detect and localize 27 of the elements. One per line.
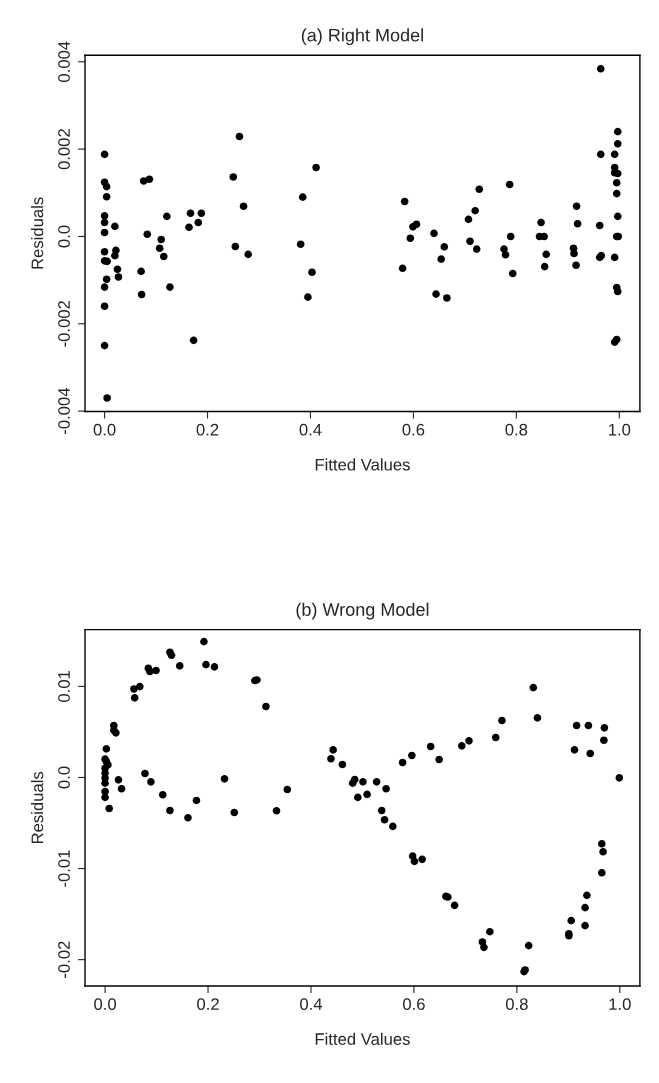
chart-title: (a) Right Model [301,28,423,46]
x-tick-label: 1.0 [608,423,631,436]
y-tick-label: 0.002 [58,129,70,170]
x-tick-label: 0.4 [299,423,322,436]
y-tick-label: 0.004 [58,41,70,82]
y-tick-label: -0.002 [58,300,70,347]
y-tick-label: -0.004 [58,387,70,434]
x-tick-label: 1.0 [609,998,631,1011]
y-tick-label: 0.01 [58,670,70,702]
x-tick-label: 0.8 [505,998,528,1011]
x-tick-label: 0.4 [300,998,323,1011]
y-tick-label: 0.0 [58,225,70,248]
x-tick-label: 0.2 [197,998,219,1011]
x-axis-title: Fitted Values [315,1032,410,1045]
x-tick-label: 0.2 [196,423,219,436]
x-tick-label: 0.0 [93,423,116,436]
x-tick-label: 0.0 [94,998,117,1011]
y-tick-label: -0.02 [58,941,70,978]
x-tick-label: 0.6 [402,423,425,436]
x-tick-label: 0.6 [402,998,425,1011]
x-tick-label: 0.8 [505,423,528,436]
y-axis-title: Residuals [31,197,44,269]
chart-title: (b) Wrong Model [296,602,429,620]
x-axis-title: Fitted Values [315,458,410,471]
y-tick-label: -0.01 [58,850,70,887]
y-tick-label: 0.0 [58,766,70,789]
y-axis-title: Residuals [31,771,44,844]
